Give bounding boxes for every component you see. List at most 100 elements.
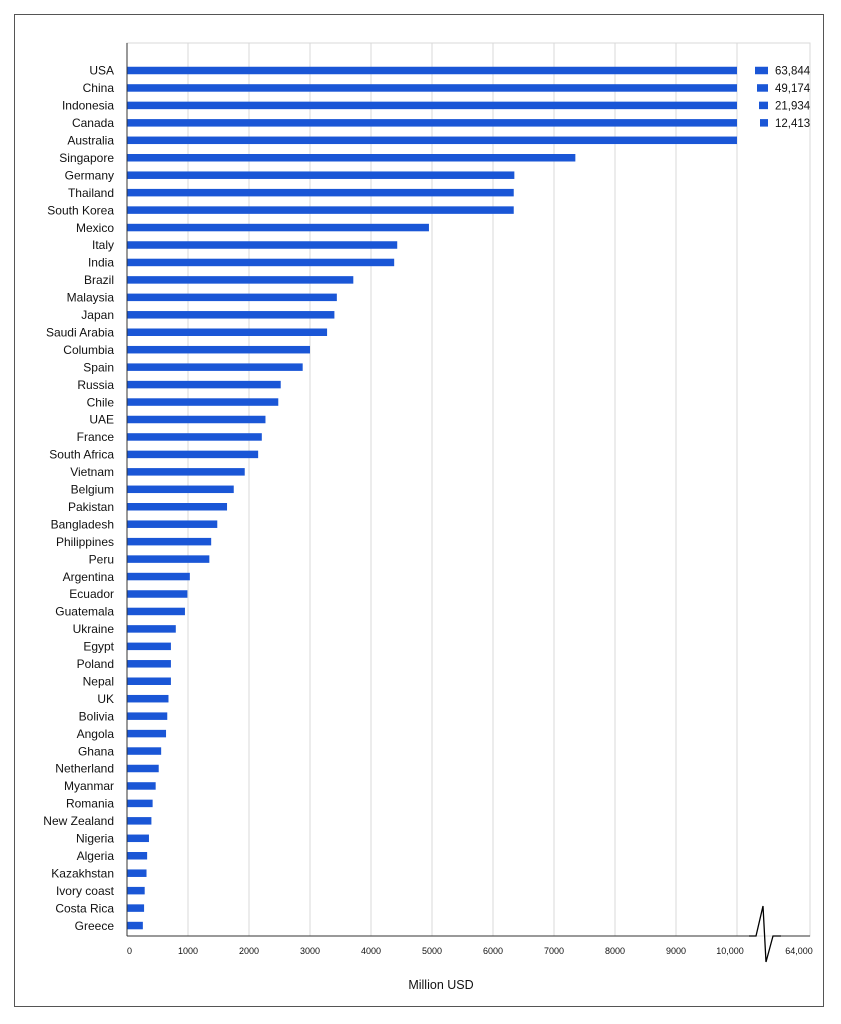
x-tick-label: 5000 xyxy=(422,946,442,956)
x-tick-label: 4000 xyxy=(361,946,381,956)
x-tick-label: 6000 xyxy=(483,946,503,956)
category-label: New Zealand xyxy=(43,814,114,828)
category-label: Germany xyxy=(65,168,114,182)
data-labels: 63,844 49,174 21,934 12,413 xyxy=(775,66,811,130)
bar xyxy=(127,520,218,528)
category-label: Singapore xyxy=(59,151,114,165)
bar xyxy=(127,415,266,424)
category-label: Spain xyxy=(83,360,114,374)
category-label: Romania xyxy=(66,797,114,811)
x-axis-label: Million USD xyxy=(408,978,473,992)
bar xyxy=(127,572,190,581)
bar-chart: USA China Indonesia Canada Australia Singapor… xyxy=(43,42,813,992)
bar xyxy=(127,206,514,214)
bar xyxy=(127,904,145,912)
category-label: Bangladesh xyxy=(51,517,114,531)
bar xyxy=(127,119,737,127)
category-label: Peru xyxy=(89,552,114,566)
category-label: Egypt xyxy=(83,640,114,654)
category-label: Mexico xyxy=(76,221,114,235)
category-label: Belgium xyxy=(71,483,114,497)
bar xyxy=(127,328,328,336)
bar xyxy=(127,293,337,302)
bar xyxy=(127,84,737,92)
category-label: Argentina xyxy=(63,570,115,584)
category-label: Poland xyxy=(77,657,114,671)
category-label: Brazil xyxy=(84,273,114,287)
bar xyxy=(127,729,167,738)
category-label: Italy xyxy=(92,238,114,252)
bar xyxy=(127,380,281,389)
bar xyxy=(127,677,171,685)
bar xyxy=(127,607,185,616)
bar xyxy=(127,345,310,354)
category-label: Columbia xyxy=(63,343,114,357)
bar xyxy=(127,485,234,494)
axes xyxy=(126,43,810,937)
bar xyxy=(127,311,335,319)
category-label: South Korea xyxy=(47,203,114,217)
bar xyxy=(127,764,159,773)
bar xyxy=(127,468,245,476)
category-label: Costa Rica xyxy=(55,901,114,915)
category-label: Ecuador xyxy=(69,587,114,601)
bar-overflow-segment xyxy=(760,119,768,127)
break-markers xyxy=(749,905,781,963)
category-label: Kazakhstan xyxy=(51,866,114,880)
bar xyxy=(127,712,168,720)
category-label: Myanmar xyxy=(64,779,114,793)
bar xyxy=(127,747,162,755)
x-tick-label: 7000 xyxy=(544,946,564,956)
bar xyxy=(127,590,188,598)
bar xyxy=(127,799,153,808)
bar xyxy=(127,852,148,860)
bar xyxy=(127,694,169,703)
data-label: 63,844 xyxy=(775,66,811,78)
category-label: Russia xyxy=(77,378,114,392)
bar xyxy=(127,886,145,895)
x-tick-label: 9000 xyxy=(666,946,686,956)
category-label: Saudi Arabia xyxy=(46,325,114,339)
category-label: Pakistan xyxy=(68,500,114,514)
x-tick-label: 3000 xyxy=(300,946,320,956)
bar xyxy=(127,241,398,249)
x-tick-label: 0 xyxy=(127,946,132,956)
category-label: Greece xyxy=(75,919,115,933)
chart-frame: USA China Indonesia Canada Australia Singapor… xyxy=(14,14,824,1007)
bar xyxy=(127,188,514,197)
category-label: China xyxy=(83,81,115,95)
bar xyxy=(127,258,395,267)
bar xyxy=(127,223,429,232)
category-label: Philippines xyxy=(56,535,114,549)
bar xyxy=(127,136,737,145)
bar-overflow-segment xyxy=(757,84,768,92)
category-label: India xyxy=(88,256,114,270)
bar xyxy=(127,625,176,633)
bar xyxy=(127,660,171,668)
category-label: Nepal xyxy=(83,674,114,688)
bars xyxy=(127,66,768,930)
x-tick-label: 64,000 xyxy=(785,946,813,956)
category-label: Vietnam xyxy=(70,465,114,479)
x-tick-label: 8000 xyxy=(605,946,625,956)
category-label: Chile xyxy=(87,395,115,409)
bar xyxy=(127,450,259,459)
bar xyxy=(127,782,156,790)
bar xyxy=(127,921,143,930)
bar xyxy=(127,101,737,110)
bar xyxy=(127,154,576,162)
category-label: Netherland xyxy=(55,762,114,776)
category-label: Nigeria xyxy=(76,832,114,846)
category-label: Guatemala xyxy=(55,605,114,619)
bar xyxy=(127,834,149,843)
bar xyxy=(127,276,354,284)
category-label: Ivory coast xyxy=(56,884,115,898)
bar-overflow-segment xyxy=(759,101,768,110)
bar xyxy=(127,503,228,511)
bar xyxy=(127,66,737,75)
category-label: UAE xyxy=(89,413,114,427)
axis-break-marker xyxy=(749,905,781,963)
x-tick-label: 10,000 xyxy=(716,946,744,956)
category-label: Japan xyxy=(81,308,114,322)
bar xyxy=(127,171,515,179)
